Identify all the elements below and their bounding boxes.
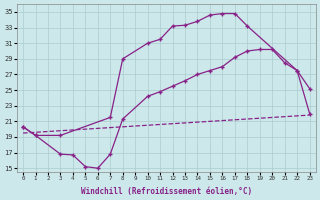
X-axis label: Windchill (Refroidissement éolien,°C): Windchill (Refroidissement éolien,°C) <box>81 187 252 196</box>
